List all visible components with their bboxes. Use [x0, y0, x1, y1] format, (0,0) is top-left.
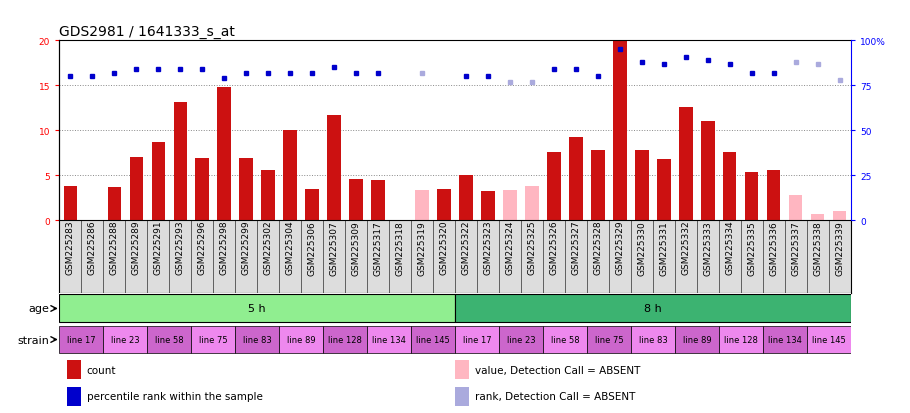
Bar — [103, 326, 147, 354]
Text: line 89: line 89 — [287, 335, 316, 344]
Bar — [371, 180, 385, 221]
Bar — [789, 196, 803, 221]
Bar — [67, 361, 81, 379]
Text: line 75: line 75 — [198, 335, 228, 344]
Bar — [393, 220, 407, 221]
Bar — [702, 122, 714, 221]
Text: strain: strain — [18, 335, 50, 345]
Bar — [59, 295, 455, 323]
Bar — [191, 326, 235, 354]
Bar — [279, 326, 323, 354]
Bar — [235, 326, 279, 354]
Bar — [438, 190, 450, 221]
Text: line 145: line 145 — [416, 335, 450, 344]
Bar — [151, 143, 165, 221]
Text: rank, Detection Call = ABSENT: rank, Detection Call = ABSENT — [475, 392, 635, 401]
Text: line 17: line 17 — [66, 335, 96, 344]
Bar — [570, 138, 582, 221]
Bar — [631, 326, 675, 354]
Text: line 23: line 23 — [111, 335, 139, 344]
Bar — [657, 160, 671, 221]
Bar — [587, 326, 631, 354]
Bar — [217, 88, 231, 221]
Bar — [455, 387, 470, 406]
Bar — [59, 326, 103, 354]
Text: line 17: line 17 — [462, 335, 491, 344]
Text: line 58: line 58 — [551, 335, 580, 344]
Text: line 83: line 83 — [243, 335, 271, 344]
Text: line 134: line 134 — [768, 335, 802, 344]
Bar — [306, 190, 318, 221]
Bar — [481, 191, 495, 221]
Text: line 23: line 23 — [507, 335, 535, 344]
Bar — [367, 326, 411, 354]
Text: count: count — [86, 365, 116, 375]
Bar — [745, 173, 759, 221]
Bar — [719, 326, 763, 354]
Text: 5 h: 5 h — [248, 304, 266, 314]
Bar — [525, 187, 539, 221]
Bar — [613, 41, 627, 221]
Bar — [592, 151, 604, 221]
Bar — [499, 326, 543, 354]
Bar — [723, 153, 736, 221]
Bar — [196, 159, 208, 221]
Bar — [455, 326, 499, 354]
Text: line 128: line 128 — [724, 335, 758, 344]
Bar — [411, 326, 455, 354]
Bar — [284, 131, 297, 221]
Bar — [147, 326, 191, 354]
Text: age: age — [29, 304, 50, 314]
Bar — [328, 116, 340, 221]
Bar — [675, 326, 719, 354]
Bar — [349, 180, 362, 221]
Bar — [834, 212, 846, 221]
Bar — [460, 176, 472, 221]
Bar — [812, 215, 824, 221]
Bar — [107, 188, 121, 221]
Text: percentile rank within the sample: percentile rank within the sample — [86, 392, 263, 401]
Bar — [415, 190, 429, 221]
Text: line 89: line 89 — [682, 335, 712, 344]
Text: GDS2981 / 1641333_s_at: GDS2981 / 1641333_s_at — [59, 25, 235, 39]
Bar — [455, 361, 470, 379]
Bar — [767, 171, 781, 221]
Bar — [548, 153, 561, 221]
Text: 8 h: 8 h — [644, 304, 662, 314]
Bar — [635, 151, 649, 221]
Bar — [679, 108, 693, 221]
Text: line 145: line 145 — [812, 335, 845, 344]
Text: value, Detection Call = ABSENT: value, Detection Call = ABSENT — [475, 365, 640, 375]
Bar — [239, 159, 253, 221]
Bar — [503, 190, 517, 221]
Bar — [455, 295, 851, 323]
Text: line 83: line 83 — [639, 335, 667, 344]
Bar — [64, 187, 76, 221]
Bar — [323, 326, 367, 354]
Bar — [129, 158, 143, 221]
Bar — [763, 326, 807, 354]
Bar — [174, 102, 187, 221]
Text: line 75: line 75 — [594, 335, 623, 344]
Text: line 58: line 58 — [155, 335, 184, 344]
Text: line 134: line 134 — [372, 335, 406, 344]
Bar — [543, 326, 587, 354]
Text: line 128: line 128 — [329, 335, 362, 344]
Bar — [261, 171, 275, 221]
Bar — [807, 326, 851, 354]
Bar — [67, 387, 81, 406]
